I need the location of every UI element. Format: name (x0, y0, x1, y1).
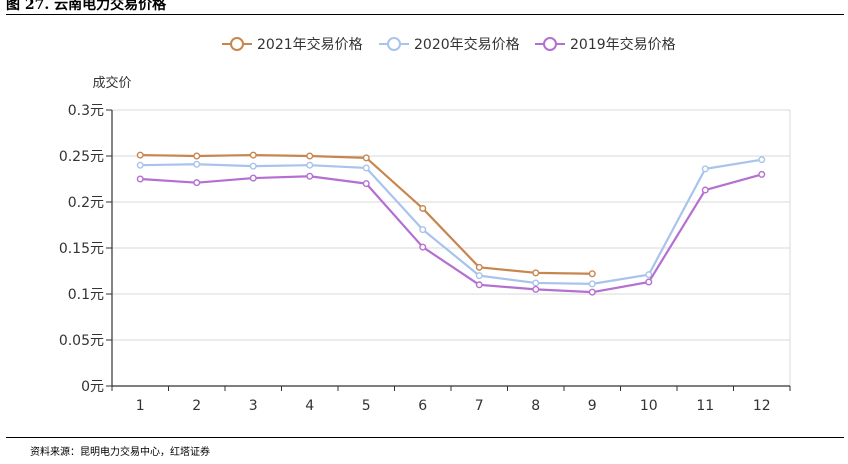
y-axis-title: 成交价 (92, 75, 131, 91)
data-point (249, 174, 257, 182)
data-point (758, 156, 766, 164)
series-line (140, 173, 763, 294)
data-point (136, 151, 144, 159)
data-point (758, 170, 766, 178)
y-tick-label: 0.2元 (68, 195, 104, 211)
data-point (306, 152, 314, 160)
data-point (419, 204, 427, 212)
data-point (588, 270, 596, 278)
y-tick-label: 0.1元 (68, 287, 104, 303)
data-point (419, 226, 427, 234)
data-point (193, 160, 201, 168)
y-tick-label: 0.25元 (59, 149, 104, 165)
source-note: 资料来源：昆明电力交易中心，红塔证券 (30, 447, 210, 458)
y-tick-label: 0.05元 (59, 333, 104, 349)
legend-swatch-marker (230, 37, 244, 51)
data-point (249, 162, 257, 170)
x-tick-label: 11 (696, 398, 714, 414)
title-divider (6, 14, 844, 15)
x-tick-label: 9 (588, 398, 597, 414)
x-tick-label: 8 (531, 398, 540, 414)
legend-swatch-marker (543, 37, 557, 51)
data-point (475, 263, 483, 271)
data-point (645, 278, 653, 286)
data-point (701, 165, 709, 173)
legend-label: 2019年交易价格 (570, 36, 676, 53)
data-point (136, 161, 144, 169)
data-point (532, 285, 540, 293)
data-point (419, 243, 427, 251)
legend-swatch-marker (387, 37, 401, 51)
series-line (140, 153, 593, 275)
data-point (701, 186, 709, 194)
data-point (588, 280, 596, 288)
y-tick-label: 0.3元 (68, 103, 104, 119)
y-tick-label: 0元 (81, 379, 104, 395)
x-tick-label: 12 (753, 398, 771, 414)
data-point (362, 164, 370, 172)
x-tick-label: 5 (362, 398, 371, 414)
data-point (136, 175, 144, 183)
y-tick-label: 0.15元 (59, 241, 104, 257)
data-point (362, 180, 370, 188)
figure-title: 图 27. 云南电力交易价格 (6, 0, 167, 13)
x-tick-label: 2 (192, 398, 201, 414)
data-point (193, 179, 201, 187)
x-tick-label: 3 (249, 398, 258, 414)
x-tick-label: 1 (136, 398, 145, 414)
x-tick-label: 7 (475, 398, 484, 414)
data-point (532, 279, 540, 287)
legend-label: 2020年交易价格 (414, 36, 520, 53)
data-point (588, 288, 596, 296)
data-point (645, 271, 653, 279)
source-divider (6, 437, 844, 438)
x-tick-label: 10 (640, 398, 658, 414)
data-point (306, 161, 314, 169)
data-point (249, 151, 257, 159)
data-point (306, 172, 314, 180)
x-tick-label: 6 (418, 398, 427, 414)
data-point (532, 269, 540, 277)
data-point (475, 272, 483, 280)
data-point (362, 154, 370, 162)
x-tick-label: 4 (305, 398, 314, 414)
data-point (193, 152, 201, 160)
data-point (475, 281, 483, 289)
legend-label: 2021年交易价格 (257, 36, 363, 53)
series-line (140, 158, 762, 285)
